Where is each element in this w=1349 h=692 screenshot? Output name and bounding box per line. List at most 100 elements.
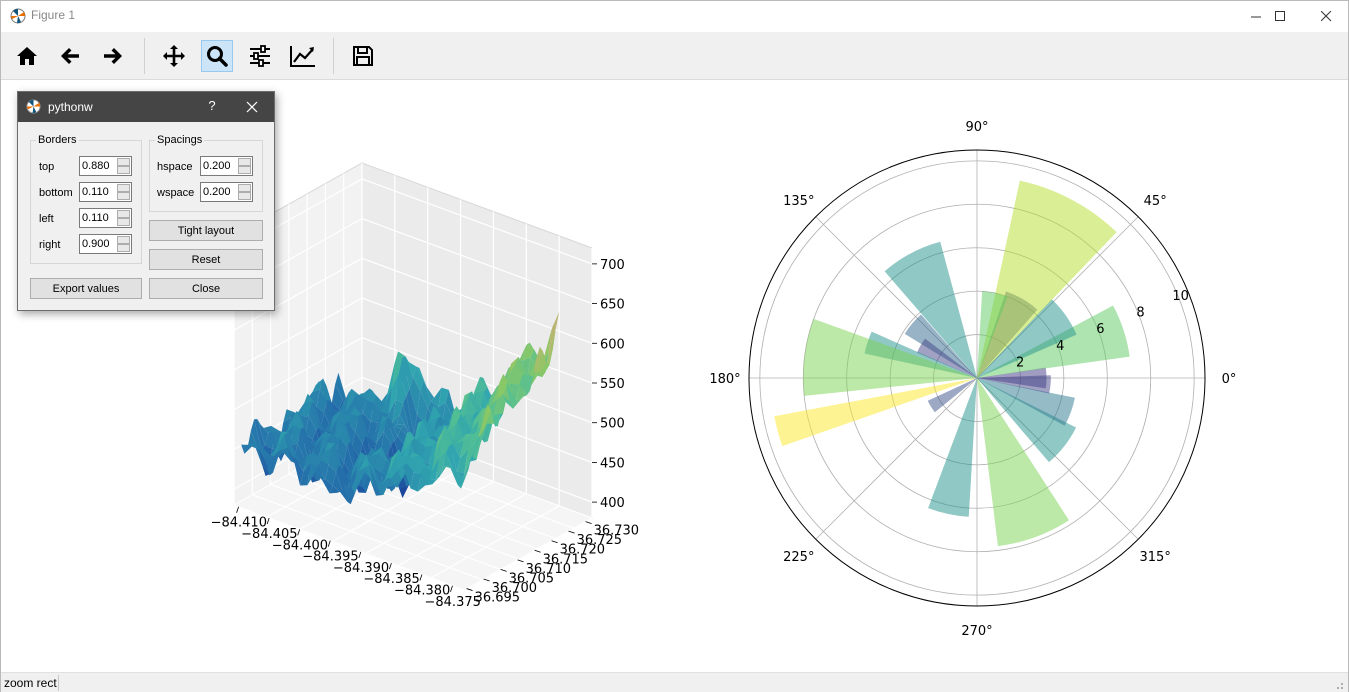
status-bar: zoom rect (1, 672, 1348, 692)
surface-patch (531, 373, 543, 385)
spin-up-arrow-icon[interactable] (238, 184, 251, 192)
surface-patch (446, 444, 457, 474)
window-titlebar[interactable]: Figure 1 (1, 1, 1348, 32)
surface-patch (442, 402, 453, 424)
surface-patch (347, 414, 359, 432)
x-tick-label: −84.375 (425, 595, 481, 610)
spin-up-arrow-icon[interactable] (117, 184, 130, 192)
surface-patch (355, 394, 367, 414)
axes-polar: 0° 45° 90° 135° 180° 225° 270° 315° 2 4 6 8 10 (709, 120, 1236, 639)
wspace-spinbox[interactable]: 0.200 (200, 182, 253, 202)
surface-patch (526, 342, 538, 355)
y-tick (500, 569, 507, 572)
figure-canvas[interactable]: 400 450 500 550 600 650 700 −84.410 −84.405 −84.4… (1, 80, 1348, 672)
surface-patch (489, 381, 500, 407)
surface-patch (512, 396, 524, 409)
reset-button[interactable]: Reset (149, 249, 263, 270)
spin-down-arrow-icon[interactable] (117, 192, 130, 200)
surface-patch (393, 424, 405, 430)
surface-patch (257, 419, 268, 446)
surface-patch (295, 456, 307, 472)
spin-down-arrow-icon[interactable] (117, 244, 130, 252)
bottom-label: bottom (39, 187, 73, 199)
angle-tick-label: 180° (709, 372, 740, 387)
spin-up-arrow-icon[interactable] (238, 158, 251, 166)
surface-patch (383, 478, 394, 495)
surface-patch (325, 464, 336, 486)
home-button[interactable] (11, 40, 43, 72)
wspace-value[interactable]: 0.200 (203, 186, 231, 198)
surface-patch (473, 428, 484, 460)
spin-down-arrow-icon[interactable] (117, 218, 130, 226)
surface-patch (400, 424, 412, 443)
left-value[interactable]: 0.110 (82, 212, 109, 224)
surface-patch (425, 418, 437, 436)
surface-patch (305, 416, 316, 440)
surface-patch (345, 393, 356, 414)
export-values-button[interactable]: Export values (30, 278, 142, 299)
surface-patch (512, 364, 523, 385)
surface-patch (394, 351, 406, 363)
bottom-value[interactable]: 0.110 (82, 186, 109, 198)
tight-layout-button[interactable]: Tight layout (149, 220, 263, 241)
surface-patch (272, 450, 284, 473)
subplots-button[interactable] (244, 40, 276, 72)
top-spinbox[interactable]: 0.880 (79, 156, 132, 176)
zoom-button[interactable] (201, 40, 233, 72)
back-button[interactable] (54, 40, 86, 72)
dialog-close-icon[interactable] (242, 97, 262, 117)
y-tick-label: 36.705 (509, 571, 554, 586)
save-button[interactable] (347, 40, 379, 72)
pan-button[interactable] (158, 40, 190, 72)
surface-patch (402, 356, 413, 389)
surface-patch (363, 400, 374, 422)
forward-button[interactable] (97, 40, 129, 72)
spin-up-arrow-icon[interactable] (117, 210, 130, 218)
surface-patch (339, 465, 350, 492)
surface-patch (322, 416, 334, 433)
spin-up-arrow-icon[interactable] (117, 236, 130, 244)
surface-patch (471, 409, 483, 430)
surface-patch (392, 399, 404, 423)
hspace-value[interactable]: 0.200 (203, 160, 231, 172)
dialog-titlebar[interactable]: pythonw ? (18, 92, 274, 122)
close-button[interactable]: Close (149, 278, 263, 299)
polar-bar (977, 378, 1075, 426)
surface-patch (241, 444, 252, 454)
surface-patch (267, 426, 279, 434)
surface-patch (366, 455, 377, 483)
resize-grip-icon[interactable] (1334, 680, 1344, 690)
right-spinbox[interactable]: 0.900 (79, 234, 132, 254)
customize-button[interactable] (287, 40, 319, 72)
maximize-button[interactable] (1257, 1, 1303, 32)
minimize-button[interactable] (1233, 1, 1279, 32)
help-button[interactable]: ? (208, 98, 216, 113)
y-tick-label: 36.710 (526, 562, 572, 577)
right-value[interactable]: 0.900 (82, 238, 110, 250)
spin-down-arrow-icon[interactable] (238, 166, 251, 174)
spin-down-arrow-icon[interactable] (117, 166, 130, 174)
surface-patch (254, 419, 265, 451)
z-tick-label: 700 (600, 258, 625, 273)
surface-patch (277, 431, 289, 445)
surface-patch (410, 472, 422, 492)
status-message: zoom rect (4, 676, 57, 690)
hspace-spinbox[interactable]: 0.200 (200, 156, 253, 176)
spin-down-arrow-icon[interactable] (238, 192, 251, 200)
surface-patch (379, 415, 391, 425)
radial-tick-label: 4 (1056, 339, 1064, 354)
surface-patch (280, 447, 291, 462)
top-value[interactable]: 0.880 (82, 160, 110, 172)
x-tick-label: −84.380 (394, 583, 450, 598)
surface-patch (342, 467, 354, 482)
surface-patch (328, 447, 340, 472)
surface-patch (378, 447, 389, 463)
surface-patch (310, 453, 322, 466)
spin-up-arrow-icon[interactable] (117, 158, 130, 166)
surface-patch (420, 379, 431, 408)
close-window-button[interactable] (1303, 1, 1349, 32)
bottom-spinbox[interactable]: 0.110 (79, 182, 132, 202)
left-spinbox[interactable]: 0.110 (79, 208, 132, 228)
x-tick (358, 551, 362, 558)
